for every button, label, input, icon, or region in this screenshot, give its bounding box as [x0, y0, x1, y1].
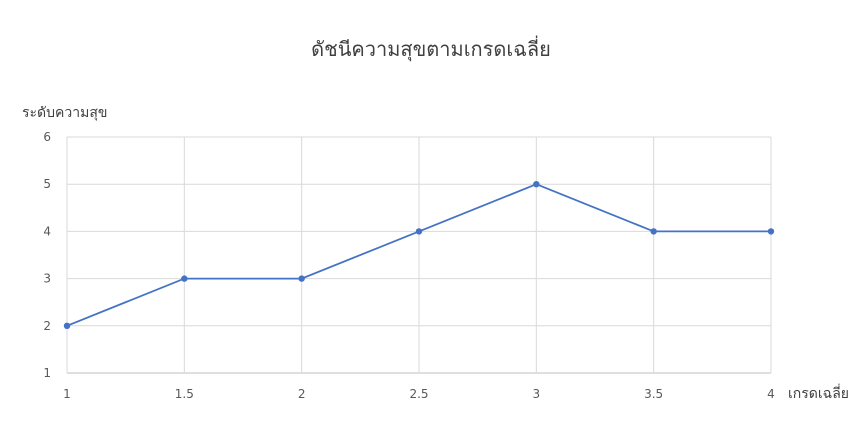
- y-tick-label: 3: [43, 272, 51, 286]
- series: [63, 181, 775, 329]
- y-tick-label: 6: [43, 130, 51, 144]
- y-tick-label: 4: [43, 224, 51, 238]
- gridlines: [66, 136, 772, 374]
- x-axis-ticks: 1 1.5 2 2.5 3 3.5 4: [63, 387, 775, 401]
- data-point[interactable]: [181, 275, 188, 282]
- y-axis-title: ระดับความสุข: [22, 105, 107, 121]
- x-tick-label: 3.5: [644, 387, 663, 401]
- y-tick-label: 1: [43, 366, 51, 380]
- data-point[interactable]: [533, 181, 540, 188]
- x-tick-label: 2.5: [409, 387, 428, 401]
- data-point[interactable]: [415, 228, 423, 235]
- data-point[interactable]: [767, 228, 775, 235]
- y-tick-label: 2: [43, 319, 51, 333]
- data-point[interactable]: [298, 275, 305, 282]
- x-tick-label: 2: [298, 387, 306, 401]
- y-tick-label: 5: [43, 177, 51, 191]
- chart-title: ดัชนีความสุขตามเกรดเฉลี่ย: [311, 35, 551, 62]
- x-tick-label: 1: [63, 387, 71, 401]
- x-tick-label: 4: [767, 387, 775, 401]
- x-tick-label: 1.5: [175, 387, 194, 401]
- x-axis-title: เกรดเฉลี่ย: [788, 384, 849, 402]
- data-point[interactable]: [650, 228, 657, 235]
- data-point[interactable]: [63, 322, 71, 329]
- y-axis-ticks: 1 2 3 4 5 6: [43, 130, 51, 380]
- x-tick-label: 3: [533, 387, 541, 401]
